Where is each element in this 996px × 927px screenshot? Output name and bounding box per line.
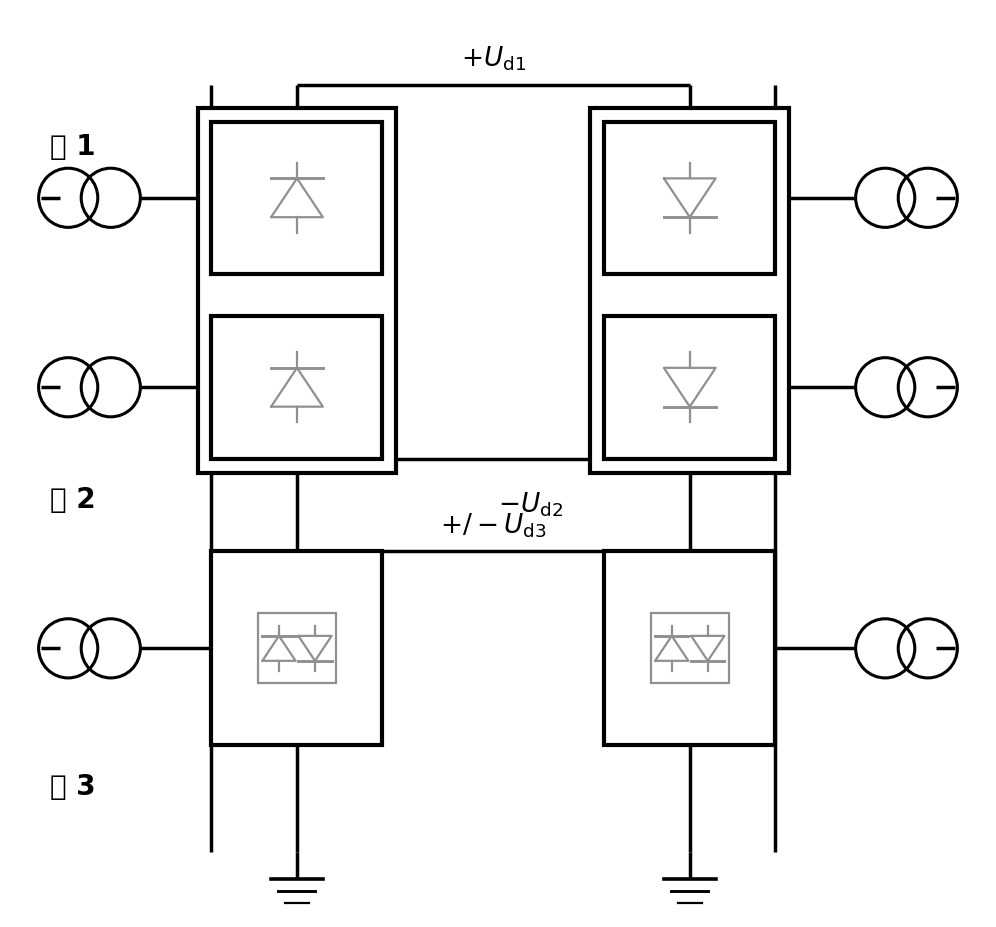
Bar [605,315,775,459]
Bar [197,108,396,473]
Text: $-U_{\rm d2}$: $-U_{\rm d2}$ [498,490,563,519]
Bar [211,315,382,459]
Text: 极 1: 极 1 [50,133,96,161]
Bar [651,614,729,683]
Bar [605,121,775,274]
Text: $+/-U_{\rm d3}$: $+/-U_{\rm d3}$ [440,512,547,540]
Text: $+U_{\rm d1}$: $+U_{\rm d1}$ [461,45,526,73]
Bar [605,552,775,745]
Text: 极 3: 极 3 [50,773,96,801]
Bar [211,552,382,745]
Bar [258,614,336,683]
Bar [591,108,789,473]
Bar [211,121,382,274]
Text: 极 2: 极 2 [50,487,96,514]
